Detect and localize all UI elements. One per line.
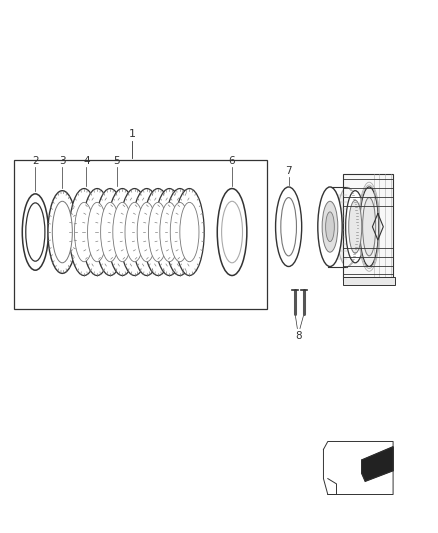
Ellipse shape — [148, 203, 168, 262]
Ellipse shape — [113, 203, 132, 262]
Ellipse shape — [336, 187, 358, 266]
Ellipse shape — [276, 187, 302, 266]
Text: 3: 3 — [59, 156, 66, 166]
Ellipse shape — [155, 189, 184, 276]
Ellipse shape — [88, 203, 107, 262]
Ellipse shape — [132, 189, 162, 276]
Text: 2: 2 — [32, 156, 39, 166]
Ellipse shape — [52, 201, 72, 263]
Ellipse shape — [346, 191, 365, 263]
Bar — [343, 174, 393, 280]
Ellipse shape — [74, 203, 94, 262]
Polygon shape — [323, 441, 393, 495]
Text: 7: 7 — [285, 166, 292, 176]
Bar — [14, 160, 267, 309]
Text: 8: 8 — [295, 331, 302, 341]
Text: 6: 6 — [229, 156, 235, 166]
Ellipse shape — [82, 189, 112, 276]
Ellipse shape — [318, 187, 342, 266]
Ellipse shape — [22, 194, 48, 270]
Ellipse shape — [363, 198, 376, 256]
Ellipse shape — [360, 187, 379, 266]
Ellipse shape — [95, 189, 125, 276]
Bar — [343, 277, 395, 285]
Ellipse shape — [48, 191, 77, 273]
Ellipse shape — [69, 189, 99, 276]
Ellipse shape — [165, 189, 194, 276]
Ellipse shape — [108, 189, 137, 276]
Ellipse shape — [180, 203, 199, 262]
Ellipse shape — [143, 189, 173, 276]
Polygon shape — [362, 447, 393, 481]
Ellipse shape — [322, 201, 338, 252]
Ellipse shape — [125, 203, 144, 262]
Ellipse shape — [120, 189, 149, 276]
Ellipse shape — [175, 189, 204, 276]
Ellipse shape — [222, 201, 243, 263]
Ellipse shape — [160, 203, 179, 262]
Ellipse shape — [26, 203, 45, 261]
Ellipse shape — [101, 203, 120, 262]
Ellipse shape — [325, 212, 334, 241]
Ellipse shape — [217, 189, 247, 276]
Ellipse shape — [281, 198, 297, 256]
Text: 4: 4 — [83, 156, 89, 166]
Ellipse shape — [170, 203, 189, 262]
Ellipse shape — [137, 203, 156, 262]
Text: 5: 5 — [113, 156, 120, 166]
Text: 1: 1 — [128, 129, 135, 139]
Ellipse shape — [349, 200, 362, 253]
